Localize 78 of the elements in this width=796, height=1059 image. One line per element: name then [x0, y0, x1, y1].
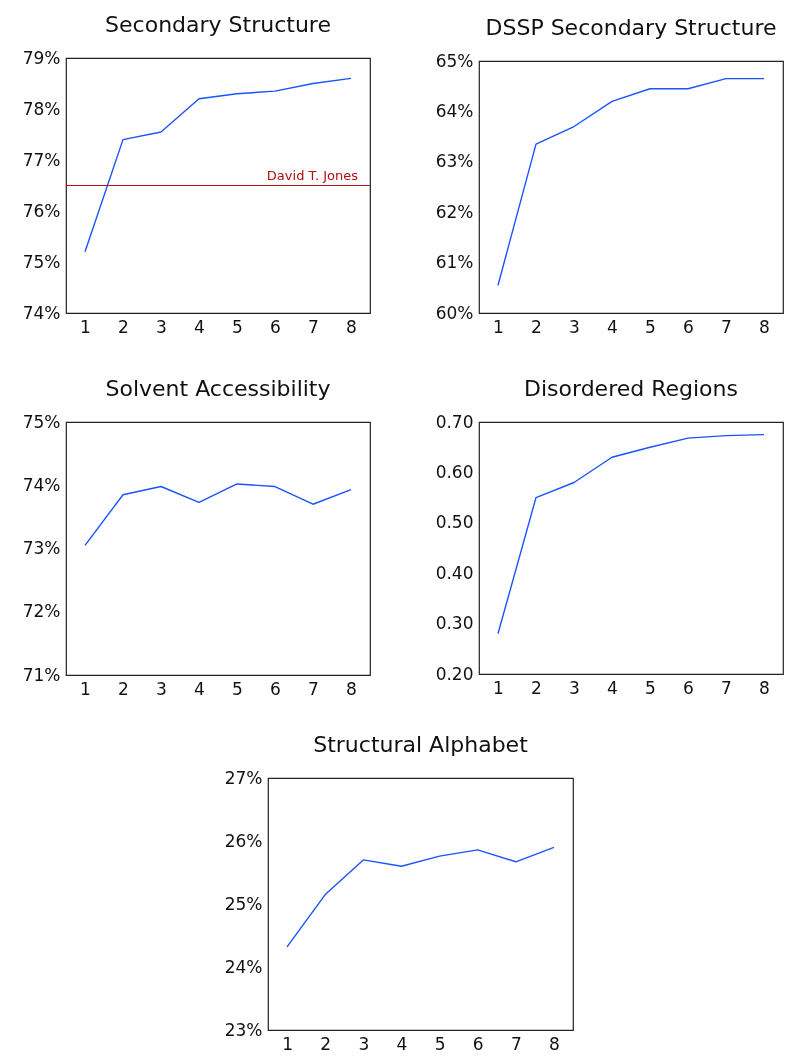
- y-tick-label: 0.40: [435, 562, 474, 583]
- y-tick-label: 79%: [22, 47, 61, 68]
- y-tick-label: 0.20: [435, 663, 474, 684]
- x-tick-label: 8: [346, 678, 357, 699]
- x-tick-label: 1: [80, 316, 91, 337]
- x-tick-label: 6: [472, 1033, 484, 1054]
- x-tick-label: 3: [156, 678, 167, 699]
- x-tick-label: 2: [320, 1033, 332, 1054]
- x-tick-label: 3: [358, 1033, 370, 1054]
- y-tick-label: 71%: [22, 664, 61, 685]
- x-tick-label: 3: [569, 316, 580, 337]
- x-tick-label: 1: [493, 677, 504, 698]
- x-tick-label: 5: [232, 316, 243, 337]
- x-tick-label: 6: [270, 678, 281, 699]
- y-tick-label: 77%: [22, 149, 61, 170]
- y-tick-label: 0.70: [435, 411, 474, 432]
- x-tick-label: 8: [759, 316, 770, 337]
- y-tick-label: 24%: [224, 956, 263, 977]
- x-tick-label: 5: [645, 677, 656, 698]
- y-tick-label: 60%: [435, 302, 474, 323]
- y-tick-label: 74%: [22, 474, 61, 495]
- x-tick-label: 2: [531, 316, 542, 337]
- x-tick-label: 7: [308, 316, 319, 337]
- x-tick-label: 5: [232, 678, 243, 699]
- y-tick-label: 76%: [22, 200, 61, 221]
- y-tick-label: 74%: [22, 302, 61, 323]
- x-tick-label: 4: [607, 316, 618, 337]
- x-tick-label: 4: [607, 677, 618, 698]
- line-series: [497, 433, 765, 635]
- chart-title: Disordered Regions: [524, 376, 738, 401]
- chart-title: Solvent Accessibility: [105, 376, 331, 401]
- x-tick-label: 1: [282, 1033, 293, 1054]
- chart-title: Secondary Structure: [105, 12, 331, 37]
- x-tick-label: 4: [194, 316, 205, 337]
- x-tick-label: 1: [493, 316, 504, 337]
- line-series: [286, 846, 555, 948]
- x-tick-label: 4: [194, 678, 205, 699]
- x-tick-label: 3: [569, 677, 580, 698]
- y-tick-label: 75%: [22, 251, 61, 272]
- x-tick-label: 7: [721, 677, 732, 698]
- line-series: [84, 483, 352, 547]
- y-tick-label: 27%: [224, 767, 263, 788]
- x-tick-label: 7: [308, 678, 319, 699]
- x-tick-label: 7: [721, 316, 732, 337]
- y-tick-label: 64%: [435, 100, 474, 121]
- y-tick-label: 0.30: [435, 613, 474, 634]
- chart-title: Structural Alphabet: [313, 732, 529, 757]
- x-tick-label: 2: [118, 316, 129, 337]
- y-tick-label: 61%: [435, 252, 474, 273]
- x-tick-label: 3: [156, 316, 167, 337]
- y-tick-label: 23%: [224, 1019, 263, 1040]
- x-tick-label: 7: [510, 1033, 522, 1054]
- line-series: [497, 77, 765, 286]
- y-tick-label: 0.60: [435, 461, 474, 482]
- y-tick-label: 65%: [435, 50, 474, 71]
- y-tick-label: 0.50: [435, 512, 474, 533]
- x-tick-label: 1: [80, 678, 91, 699]
- y-tick-label: 63%: [435, 151, 474, 172]
- x-tick-label: 6: [270, 316, 281, 337]
- x-tick-label: 8: [759, 677, 770, 698]
- x-tick-label: 8: [346, 316, 357, 337]
- x-tick-label: 2: [531, 677, 542, 698]
- x-tick-label: 2: [118, 678, 129, 699]
- ref-line-label: David T. Jones: [266, 167, 359, 183]
- y-tick-label: 62%: [435, 201, 474, 222]
- x-tick-label: 4: [396, 1033, 408, 1054]
- y-tick-label: 25%: [224, 893, 263, 914]
- y-tick-label: 78%: [22, 98, 61, 119]
- x-tick-label: 5: [645, 316, 656, 337]
- y-tick-label: 72%: [22, 601, 61, 622]
- x-tick-label: 8: [549, 1033, 560, 1054]
- y-tick-label: 73%: [22, 538, 61, 558]
- y-tick-label: 75%: [22, 411, 61, 432]
- x-tick-label: 6: [683, 677, 694, 698]
- x-tick-label: 6: [683, 316, 694, 337]
- chart-title: DSSP Secondary Structure: [485, 15, 777, 40]
- y-tick-label: 26%: [224, 830, 263, 851]
- x-tick-label: 5: [434, 1033, 446, 1054]
